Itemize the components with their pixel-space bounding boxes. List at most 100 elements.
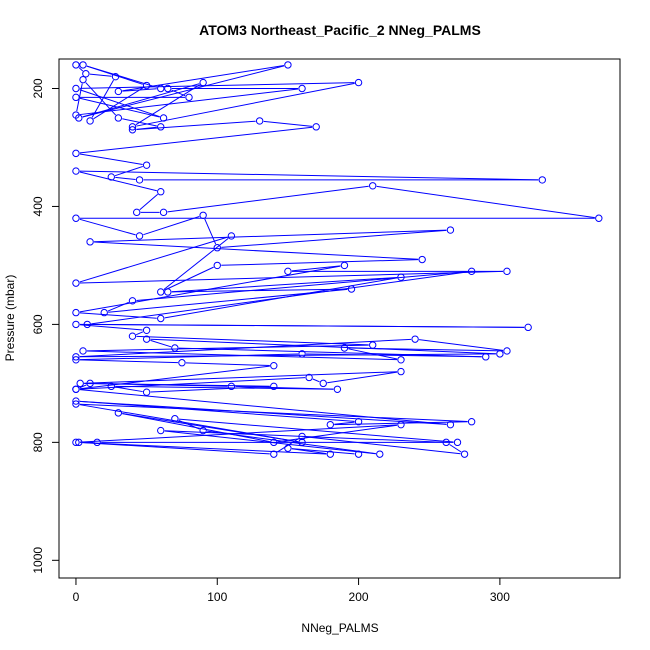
series-segment xyxy=(143,216,200,236)
data-point xyxy=(312,123,320,131)
data-point xyxy=(93,438,101,447)
data-point xyxy=(164,84,172,93)
series-segment xyxy=(150,339,172,348)
data-point xyxy=(79,61,87,69)
y-tick-label: 1000 xyxy=(31,547,45,574)
series-segment xyxy=(306,353,482,358)
data-point xyxy=(538,176,546,184)
data-point xyxy=(72,93,80,102)
data-point xyxy=(467,418,476,426)
data-point xyxy=(86,117,94,125)
data-point xyxy=(111,72,120,81)
data-point xyxy=(107,173,115,181)
data-point xyxy=(76,379,84,388)
data-point xyxy=(128,126,137,134)
data-point xyxy=(298,350,306,358)
series-segment xyxy=(79,389,447,425)
data-point xyxy=(340,261,349,270)
x-axis-label: NNeg_PALMS xyxy=(301,621,378,635)
data-point xyxy=(114,114,123,122)
data-point xyxy=(72,385,80,393)
data-point xyxy=(135,232,144,240)
series-segment xyxy=(291,448,327,455)
series-segment xyxy=(91,79,114,118)
series-segment xyxy=(139,193,159,211)
data-point xyxy=(79,75,87,84)
y-axis-label: Pressure (mbar) xyxy=(3,275,17,362)
data-series xyxy=(72,61,603,458)
data-point xyxy=(133,208,141,217)
data-point xyxy=(72,438,80,447)
data-point xyxy=(199,211,207,219)
series-segment xyxy=(334,421,355,425)
series-segment xyxy=(79,170,539,181)
series-segment xyxy=(136,82,355,127)
series-segment xyxy=(327,371,398,384)
data-point xyxy=(79,347,87,355)
data-point xyxy=(128,123,137,131)
data-point xyxy=(72,308,80,317)
series-segment xyxy=(79,400,355,422)
data-point xyxy=(164,288,172,296)
series-segment xyxy=(221,229,447,248)
data-point xyxy=(333,385,342,393)
series-segment xyxy=(85,82,117,116)
data-point xyxy=(83,320,91,329)
series-segment xyxy=(164,430,443,443)
series-segment xyxy=(221,259,419,266)
series-segment xyxy=(122,118,157,127)
series-segment xyxy=(79,403,468,423)
data-point xyxy=(142,335,151,343)
series-segment xyxy=(84,371,397,384)
data-point xyxy=(467,267,476,276)
data-point xyxy=(72,400,80,408)
series-segment xyxy=(108,288,348,313)
data-point xyxy=(157,314,165,323)
data-point xyxy=(159,114,168,122)
x-tick-label: 0 xyxy=(73,590,80,604)
data-point xyxy=(284,267,292,276)
series-segment xyxy=(79,359,178,364)
series-segment xyxy=(178,418,454,443)
data-point xyxy=(482,353,490,361)
data-point xyxy=(227,382,236,391)
series-segment xyxy=(94,229,447,243)
series-segment xyxy=(79,218,136,236)
series-segment xyxy=(79,365,270,390)
data-point xyxy=(72,356,80,364)
series-segment xyxy=(79,82,355,89)
data-point xyxy=(460,450,469,458)
data-point xyxy=(284,444,292,452)
x-tick-label: 300 xyxy=(490,590,510,604)
series-segment xyxy=(291,448,355,455)
data-point xyxy=(72,84,80,93)
series-segment xyxy=(86,65,158,88)
data-point xyxy=(171,344,179,352)
series-segment xyxy=(178,419,200,430)
data-point xyxy=(503,267,511,276)
series-segment xyxy=(164,266,214,291)
x-axis: 0 100 200 300 xyxy=(73,577,510,604)
series-segment xyxy=(122,413,299,443)
data-point xyxy=(305,373,313,382)
data-point xyxy=(524,323,532,332)
series-segment xyxy=(167,185,369,213)
data-point xyxy=(100,308,108,317)
series-segment xyxy=(163,238,229,290)
data-point xyxy=(72,279,80,287)
data-point xyxy=(298,438,306,447)
data-point xyxy=(171,415,179,423)
data-point xyxy=(157,123,165,131)
data-point xyxy=(157,426,165,435)
data-point xyxy=(72,214,80,222)
data-point xyxy=(397,273,405,281)
series-segment xyxy=(79,270,503,284)
data-point xyxy=(284,61,292,69)
data-point xyxy=(453,438,462,447)
y-axis: 200 400 600 800 1000 xyxy=(31,78,60,574)
data-point xyxy=(595,214,603,222)
data-point xyxy=(354,418,363,426)
series-segment xyxy=(82,442,327,455)
series-segment xyxy=(150,386,270,393)
series-segment xyxy=(79,236,228,283)
